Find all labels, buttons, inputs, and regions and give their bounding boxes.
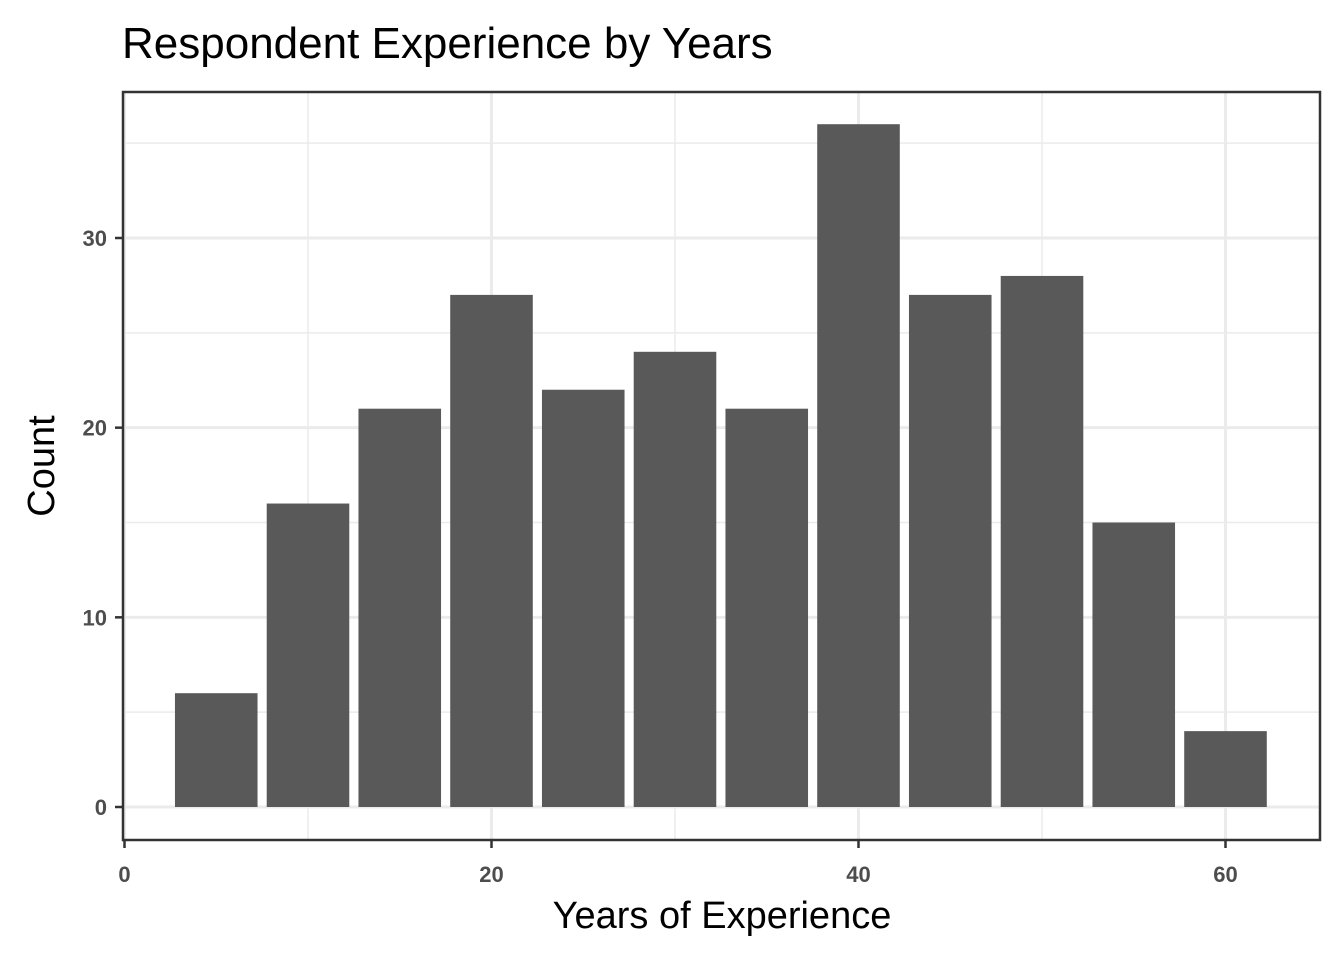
x-tick-label: 0 xyxy=(118,862,130,887)
y-tick-label: 10 xyxy=(83,605,107,630)
x-tick-label: 40 xyxy=(846,862,870,887)
bar xyxy=(174,693,258,807)
bar xyxy=(908,294,992,807)
bar xyxy=(725,408,809,807)
bars xyxy=(174,124,1267,807)
y-tick-label: 20 xyxy=(83,416,107,441)
x-axis-title: Years of Experience xyxy=(553,895,892,937)
bar xyxy=(541,389,625,807)
bar xyxy=(1092,522,1176,807)
x-tick-label: 60 xyxy=(1213,862,1237,887)
x-axis: 0 20 40 60 xyxy=(118,840,1238,887)
bar xyxy=(1000,275,1084,807)
x-tick-label: 20 xyxy=(479,862,503,887)
bar xyxy=(1184,731,1267,807)
y-axis: 0 10 20 30 xyxy=(83,226,123,820)
bar xyxy=(450,294,533,807)
bar xyxy=(817,124,900,807)
panel-border xyxy=(121,90,1322,842)
chart-title: Respondent Experience by Years xyxy=(122,19,773,68)
y-axis-title: Count xyxy=(21,415,63,517)
bar xyxy=(633,351,717,807)
y-tick-label: 0 xyxy=(95,795,107,820)
bar xyxy=(266,503,350,807)
bar xyxy=(358,408,442,807)
y-tick-label: 30 xyxy=(83,226,107,251)
